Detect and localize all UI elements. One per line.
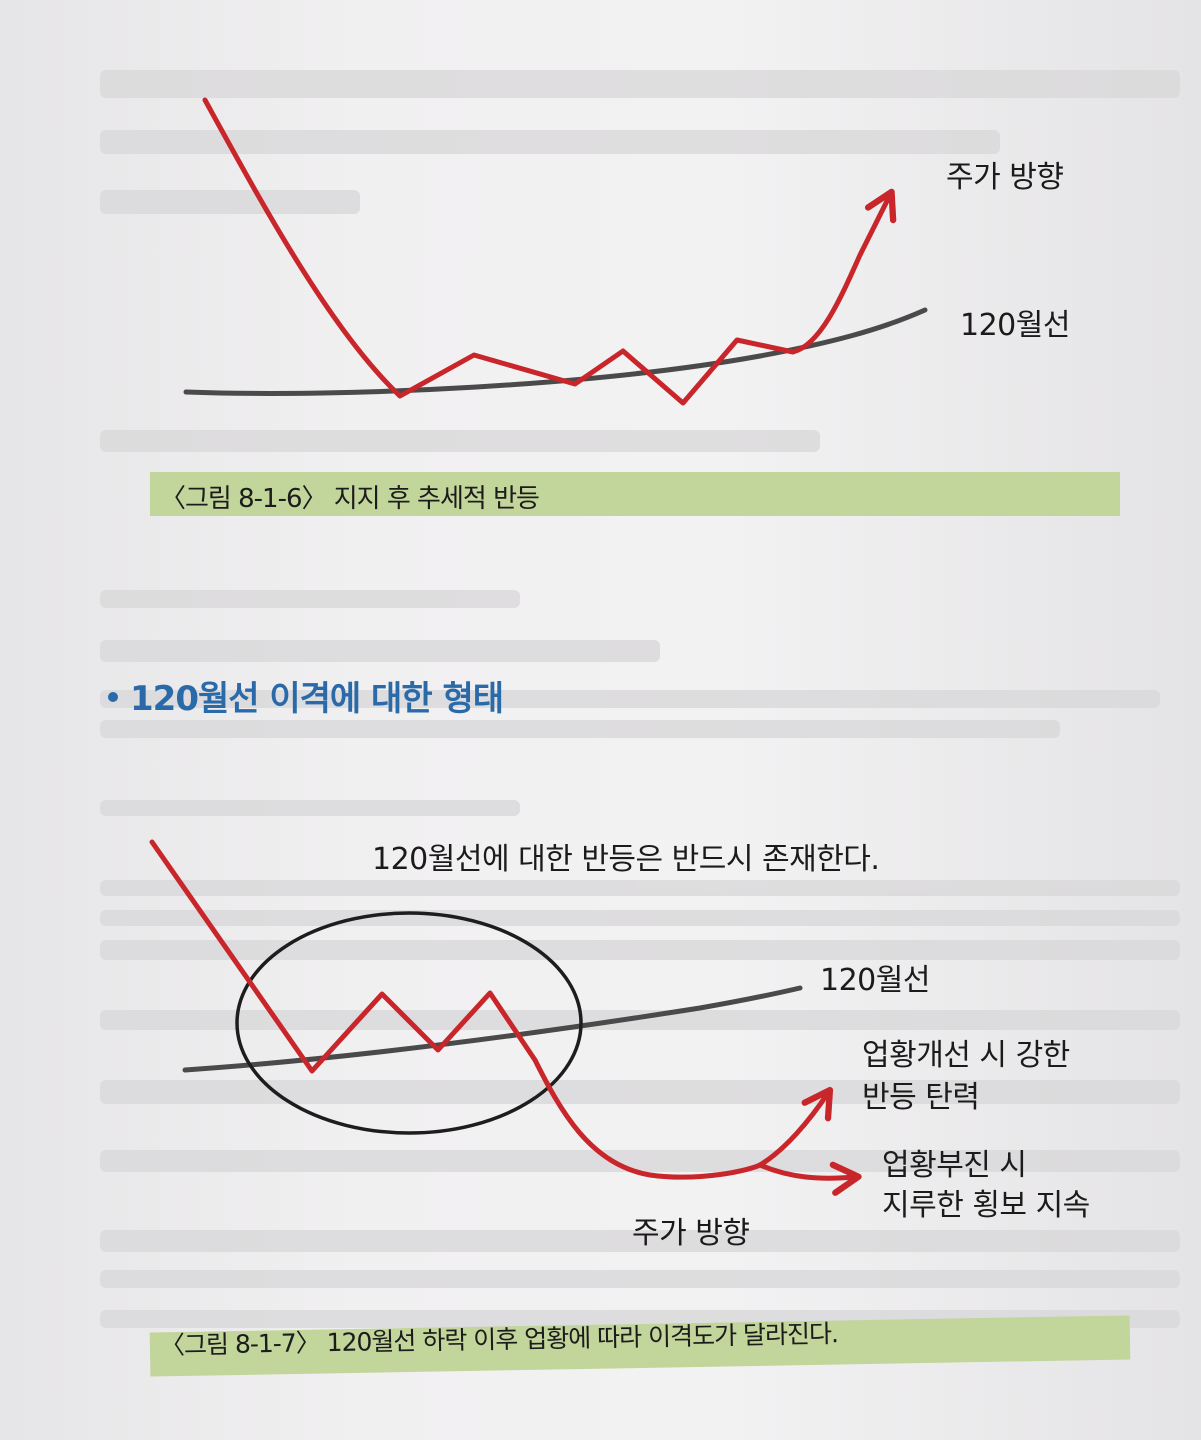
figure-2-weak-line1: 업황부진 시 xyxy=(882,1148,1027,1183)
figure-2-ma-line xyxy=(182,985,803,1073)
section-heading: 120월선 이격에 대한 형태 xyxy=(108,671,504,720)
figure-2-sideways-arrow xyxy=(757,1161,862,1196)
figure-2-strong-rebound-line2: 반등 탄력 xyxy=(862,1080,980,1115)
figure-1-price-line xyxy=(202,97,897,406)
section-heading-text: 120월선 이격에 대한 형태 xyxy=(130,679,504,719)
figure-2-strong-rebound-line1: 업황개선 시 강한 xyxy=(862,1038,1070,1073)
figure-1-price-label: 주가 방향 xyxy=(946,160,1064,195)
figure-2-strong-rebound-arrow xyxy=(757,1086,834,1168)
figure-1-caption: 〈그림 8-1-6〉 지지 후 추세적 반등 xyxy=(160,484,540,514)
heading-bullet-icon xyxy=(108,691,118,702)
figure-2-price-line xyxy=(149,839,763,1180)
figure-2-ma-label: 120월선 xyxy=(820,963,930,998)
figure-2-highlight-ellipse xyxy=(235,911,583,1135)
figure-1-caption-bar xyxy=(150,472,1120,516)
figure-2-note: 120월선에 대한 반등은 반드시 존재한다. xyxy=(372,842,880,877)
figure-1-ma-label: 120월선 xyxy=(960,308,1070,343)
figure-2-price-label: 주가 방향 xyxy=(632,1216,750,1251)
figure-2-weak-line2: 지루한 횡보 지속 xyxy=(882,1188,1090,1223)
figure-1-ma-line xyxy=(183,307,928,396)
